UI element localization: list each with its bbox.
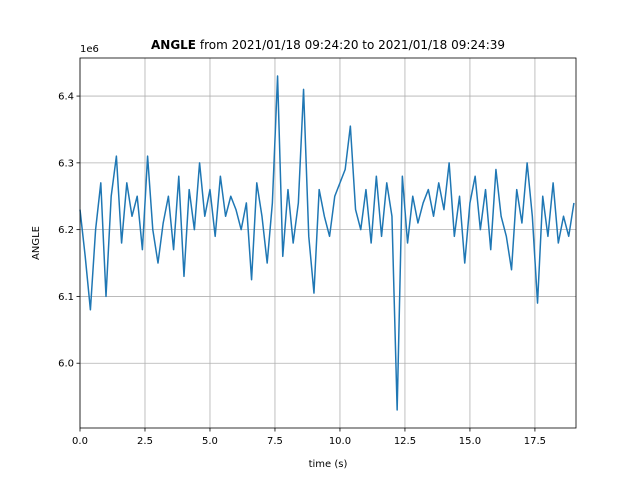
x-tick-label: 5.0 (202, 436, 218, 447)
x-axis-label: time (s) (309, 459, 348, 470)
x-tick-label: 10.0 (329, 436, 351, 447)
y-tick-label: 6.1 (58, 292, 74, 303)
x-tick-label: 17.5 (524, 436, 546, 447)
y-tick-label: 6.3 (58, 158, 74, 169)
y-axis-label: ANGLE (31, 226, 42, 260)
x-tick-label: 12.5 (394, 436, 416, 447)
axes-frame (79, 57, 577, 429)
x-tick-label: 2.5 (137, 436, 153, 447)
title-rest: from 2021/01/18 09:24:20 to 2021/01/18 0… (200, 38, 505, 52)
title-bold: ANGLE (151, 38, 196, 52)
y-tick-label: 6.4 (58, 92, 74, 103)
y-tick-label: 6.0 (58, 359, 74, 370)
data-line (79, 75, 575, 411)
x-tick-label: 0.0 (72, 436, 88, 447)
y-tick-label: 6.2 (58, 225, 74, 236)
x-tick-label: 15.0 (459, 436, 481, 447)
offset-label: 1e6 (80, 44, 99, 55)
x-tick-label: 7.5 (267, 436, 283, 447)
chart-title: ANGLE from 2021/01/18 09:24:20 to 2021/0… (151, 38, 505, 52)
